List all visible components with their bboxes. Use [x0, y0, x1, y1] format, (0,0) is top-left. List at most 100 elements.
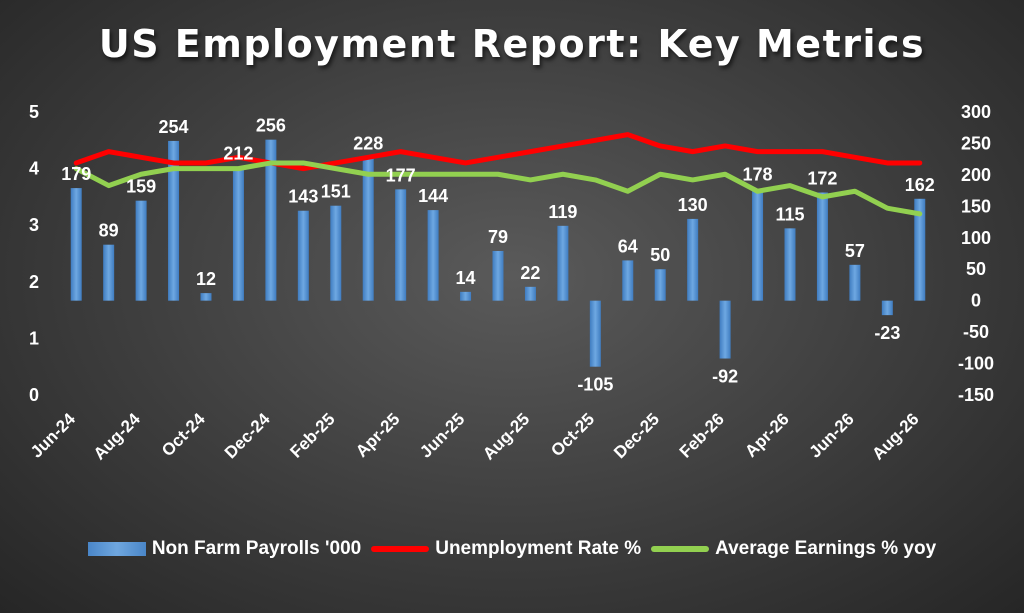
bar-data-label: 50	[650, 245, 670, 265]
x-axis-tick: Oct-25	[547, 409, 598, 460]
bar-data-label: 172	[807, 168, 837, 188]
bar-data-label: 254	[159, 117, 189, 137]
right-axis-tick: 0	[971, 291, 981, 311]
payroll-bar	[200, 293, 212, 301]
left-axis-tick: 2	[29, 272, 39, 292]
chart-legend: Non Farm Payrolls '000 Unemployment Rate…	[0, 538, 1024, 560]
right-axis-tick: 150	[961, 196, 991, 216]
legend-swatch-unemployment	[371, 546, 430, 552]
bar-data-label: 57	[845, 241, 865, 261]
payroll-bar	[460, 291, 472, 301]
payroll-bar	[557, 225, 569, 301]
bar-data-label: 143	[288, 187, 318, 207]
right-axis-tick: 300	[961, 102, 991, 122]
payroll-bar	[362, 157, 374, 301]
x-axis-tick: Aug-25	[479, 409, 533, 463]
bar-data-label: 130	[678, 195, 708, 215]
legend-swatch-earnings	[651, 546, 710, 552]
bar-data-label: -92	[712, 367, 738, 387]
x-axis-tick: Jun-25	[416, 409, 468, 461]
bar-data-label: 119	[548, 202, 577, 222]
x-axis-tick: Dec-24	[221, 409, 274, 462]
payroll-bar	[654, 269, 666, 301]
payroll-bar	[816, 192, 828, 301]
average-earnings-yoy-line	[73, 160, 923, 217]
payroll-bar	[589, 300, 601, 367]
bar-data-label: 89	[99, 221, 119, 241]
x-axis-tick: Feb-25	[286, 409, 338, 461]
x-axis-tick: Aug-26	[868, 409, 922, 463]
payroll-bar	[524, 286, 536, 301]
bar-data-label: 212	[223, 143, 253, 163]
payroll-bar	[427, 210, 439, 301]
legend-item-payrolls: Non Farm Payrolls '000	[87, 538, 362, 560]
right-axis-tick: 100	[961, 228, 991, 248]
bar-data-label: 115	[775, 204, 804, 224]
x-axis-tick: Jun-24	[27, 409, 80, 462]
bar-data-label: 12	[196, 269, 216, 289]
payroll-bar	[168, 140, 180, 301]
right-axis-tick: 250	[961, 133, 991, 153]
right-axis-tick: 50	[966, 259, 986, 279]
bar-data-label: 177	[386, 165, 416, 185]
bar-data-label: 228	[353, 133, 383, 153]
bar-data-label: 144	[418, 186, 448, 206]
legend-label-payrolls: Non Farm Payrolls '000	[151, 538, 362, 559]
payroll-bar	[914, 198, 926, 301]
right-axis-tick: -150	[958, 385, 994, 405]
bar-data-label: 151	[321, 182, 351, 202]
legend-item-unemployment: Unemployment Rate %	[371, 538, 641, 560]
payroll-bar	[881, 300, 893, 316]
right-axis-tick: -100	[958, 354, 994, 374]
payroll-bar	[492, 250, 504, 301]
bar-data-label: 159	[126, 177, 156, 197]
payroll-bar	[395, 189, 407, 301]
bar-data-label: -105	[577, 375, 613, 395]
payroll-bar	[265, 139, 277, 301]
x-axis-tick: Apr-25	[352, 409, 404, 461]
payroll-bar	[297, 210, 309, 301]
x-axis-tick: Aug-24	[90, 409, 145, 464]
left-axis-tick: 4	[29, 159, 39, 179]
payroll-bar	[687, 218, 699, 301]
bar-data-label: 22	[520, 263, 540, 283]
x-axis-tick: Jun-26	[806, 409, 858, 461]
bar-data-label: 14	[456, 268, 476, 288]
bar-data-label: 162	[905, 175, 935, 195]
payroll-bar	[752, 188, 764, 301]
payroll-bar	[784, 228, 796, 301]
bar-data-label: 178	[743, 165, 773, 185]
bar-data-label: 64	[618, 236, 638, 256]
payroll-bar	[135, 200, 147, 301]
bar-data-label: -23	[874, 323, 900, 343]
payroll-bar	[719, 300, 731, 359]
x-axis-tick: Apr-26	[741, 409, 793, 461]
legend-label-unemployment: Unemployment Rate %	[435, 538, 642, 559]
payrolls-bars	[70, 139, 926, 367]
legend-swatch-payrolls	[87, 542, 146, 556]
bar-data-label: 179	[61, 164, 91, 184]
x-axis-tick: Oct-24	[158, 409, 209, 460]
payroll-bar	[103, 244, 115, 301]
payroll-bar	[622, 260, 634, 301]
bar-data-label: 256	[256, 116, 286, 136]
legend-label-earnings: Average Earnings % yoy	[715, 538, 937, 559]
right-axis-tick: -50	[963, 322, 989, 342]
left-axis-tick: 0	[29, 385, 39, 405]
payroll-bar	[70, 188, 82, 301]
line-series	[73, 132, 923, 217]
unemployment-rate-line	[73, 132, 923, 172]
right-axis-tick: 200	[961, 165, 991, 185]
payroll-bar	[232, 167, 244, 301]
x-axis-tick: Feb-26	[676, 409, 728, 461]
left-axis-tick: 3	[29, 215, 39, 235]
x-axis-tick: Dec-25	[610, 409, 663, 462]
bar-data-label: 79	[488, 227, 508, 247]
left-axis-tick: 5	[29, 102, 39, 122]
left-axis-tick: 1	[29, 328, 39, 348]
payroll-bar	[849, 264, 861, 301]
payroll-bar	[330, 205, 342, 301]
